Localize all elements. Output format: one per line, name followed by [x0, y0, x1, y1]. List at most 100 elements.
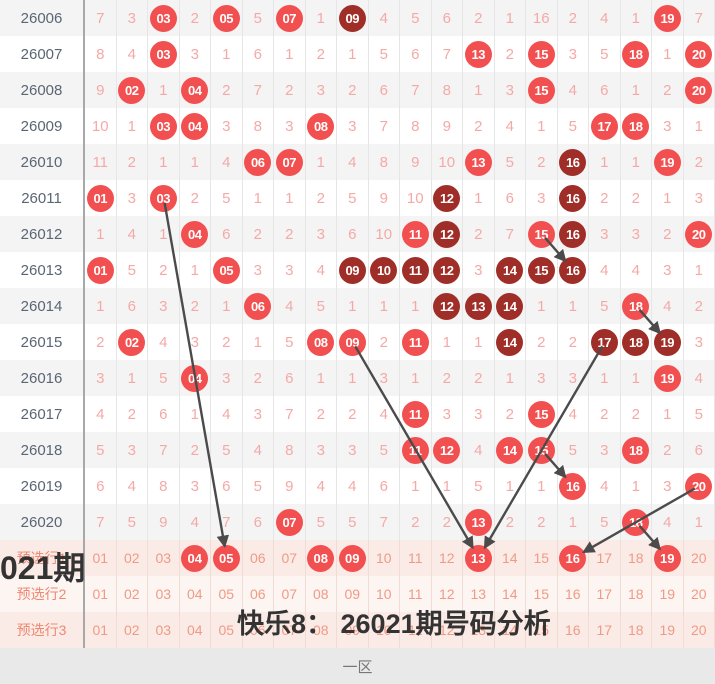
selector-number[interactable]: 17 — [589, 540, 621, 576]
drawn-number: 13 — [464, 544, 492, 572]
selector-number[interactable]: 05 — [211, 612, 243, 648]
selector-number[interactable]: 11 — [400, 540, 432, 576]
miss-count-cell: 9 — [369, 180, 400, 216]
selector-number[interactable]: 19 — [652, 576, 684, 612]
miss-count-cell: 3 — [117, 432, 148, 468]
miss-count-cell: 11 — [85, 144, 117, 180]
selector-number[interactable]: 20 — [684, 612, 715, 648]
selector-number[interactable]: 07 — [274, 576, 306, 612]
selector-number[interactable]: 16 — [558, 612, 589, 648]
miss-count-cell: 4 — [589, 468, 621, 504]
number-cell: 07 — [274, 504, 306, 540]
selector-number[interactable]: 11 — [400, 576, 432, 612]
miss-count-cell: 4 — [558, 396, 589, 432]
selector-number[interactable]: 17 — [589, 576, 621, 612]
selector-number[interactable]: 12 — [432, 540, 463, 576]
selector-number[interactable]: 08 — [306, 612, 337, 648]
selector-number[interactable]: 08 — [306, 576, 337, 612]
selector-number[interactable]: 17 — [589, 612, 621, 648]
selector-number[interactable]: 13 — [463, 612, 495, 648]
selector-number[interactable]: 14 — [495, 576, 526, 612]
miss-count-cell: 3 — [211, 108, 243, 144]
selector-number[interactable]: 14 — [495, 612, 526, 648]
selector-number[interactable]: 12 — [432, 612, 463, 648]
selector-number[interactable]: 15 — [526, 540, 558, 576]
selector-number[interactable]: 01 — [85, 576, 117, 612]
number-cell: 18 — [621, 324, 652, 360]
selector-number[interactable]: 06 — [243, 576, 274, 612]
trend-row: 26008 9 02 1 04 2 7 2 3 2 6 7 8 1 3 15 4 6 1 2 20 — [0, 72, 715, 108]
miss-count-cell: 5 — [148, 360, 180, 396]
selector-row-label: 预选行1 — [0, 540, 85, 576]
selector-number[interactable]: 18 — [621, 612, 652, 648]
period-label: 26015 — [0, 324, 85, 360]
miss-count-cell: 4 — [243, 432, 274, 468]
selector-number[interactable]: 03 — [148, 540, 180, 576]
selector-number[interactable]: 10 — [369, 576, 400, 612]
selector-number[interactable]: 13 — [463, 540, 495, 576]
miss-count-cell: 5 — [684, 396, 715, 432]
selector-number[interactable]: 01 — [85, 540, 117, 576]
selector-number[interactable]: 09 — [337, 612, 369, 648]
miss-count-cell: 2 — [652, 216, 684, 252]
selector-number[interactable]: 02 — [117, 540, 148, 576]
miss-count-cell: 5 — [274, 324, 306, 360]
selector-number[interactable]: 02 — [117, 576, 148, 612]
selector-number[interactable]: 04 — [180, 540, 211, 576]
zone-footer: 一区 — [0, 648, 715, 684]
miss-count-cell: 1 — [400, 288, 432, 324]
selector-number[interactable]: 06 — [243, 612, 274, 648]
selector-number[interactable]: 20 — [684, 540, 715, 576]
selector-number[interactable]: 19 — [652, 540, 684, 576]
selector-number[interactable]: 12 — [432, 576, 463, 612]
selector-number[interactable]: 03 — [148, 612, 180, 648]
drawn-number: 07 — [275, 508, 303, 536]
miss-count-cell: 2 — [180, 180, 211, 216]
selector-number[interactable]: 06 — [243, 540, 274, 576]
miss-count-cell: 3 — [652, 468, 684, 504]
selector-number[interactable]: 04 — [180, 576, 211, 612]
selector-number[interactable]: 01 — [85, 612, 117, 648]
drawn-number: 14 — [496, 436, 524, 464]
selector-number[interactable]: 05 — [211, 540, 243, 576]
selector-number[interactable]: 18 — [621, 540, 652, 576]
selector-number[interactable]: 14 — [495, 540, 526, 576]
drawn-number: 18 — [622, 112, 650, 140]
drawn-number: 13 — [464, 148, 492, 176]
miss-count-cell: 6 — [369, 468, 400, 504]
selector-number[interactable]: 16 — [558, 540, 589, 576]
selector-number[interactable]: 07 — [274, 540, 306, 576]
drawn-number-repeat: 12 — [433, 256, 461, 284]
selector-number[interactable]: 15 — [526, 612, 558, 648]
miss-count-cell: 6 — [369, 72, 400, 108]
selector-number[interactable]: 09 — [337, 576, 369, 612]
miss-count-cell: 2 — [558, 324, 589, 360]
selector-number[interactable]: 08 — [306, 540, 337, 576]
miss-count-cell: 3 — [180, 36, 211, 72]
selector-number[interactable]: 11 — [400, 612, 432, 648]
selector-number[interactable]: 07 — [274, 612, 306, 648]
selector-number[interactable]: 10 — [369, 612, 400, 648]
miss-count-cell: 5 — [495, 144, 526, 180]
selector-number[interactable]: 18 — [621, 576, 652, 612]
selector-number[interactable]: 13 — [463, 576, 495, 612]
selector-number[interactable]: 09 — [337, 540, 369, 576]
selector-number[interactable]: 19 — [652, 612, 684, 648]
miss-count-cell: 4 — [211, 144, 243, 180]
selector-number[interactable]: 05 — [211, 576, 243, 612]
drawn-number: 20 — [685, 472, 713, 500]
number-cell: 16 — [558, 180, 589, 216]
selector-number[interactable]: 15 — [526, 576, 558, 612]
miss-count-cell: 9 — [85, 72, 117, 108]
selector-number[interactable]: 16 — [558, 576, 589, 612]
selector-number[interactable]: 03 — [148, 576, 180, 612]
selector-number[interactable]: 10 — [369, 540, 400, 576]
miss-count-cell: 2 — [369, 324, 400, 360]
selector-number[interactable]: 20 — [684, 576, 715, 612]
miss-count-cell: 8 — [85, 36, 117, 72]
miss-count-cell: 8 — [274, 432, 306, 468]
miss-count-cell: 5 — [337, 180, 369, 216]
drawn-number: 15 — [527, 400, 555, 428]
selector-number[interactable]: 04 — [180, 612, 211, 648]
selector-number[interactable]: 02 — [117, 612, 148, 648]
